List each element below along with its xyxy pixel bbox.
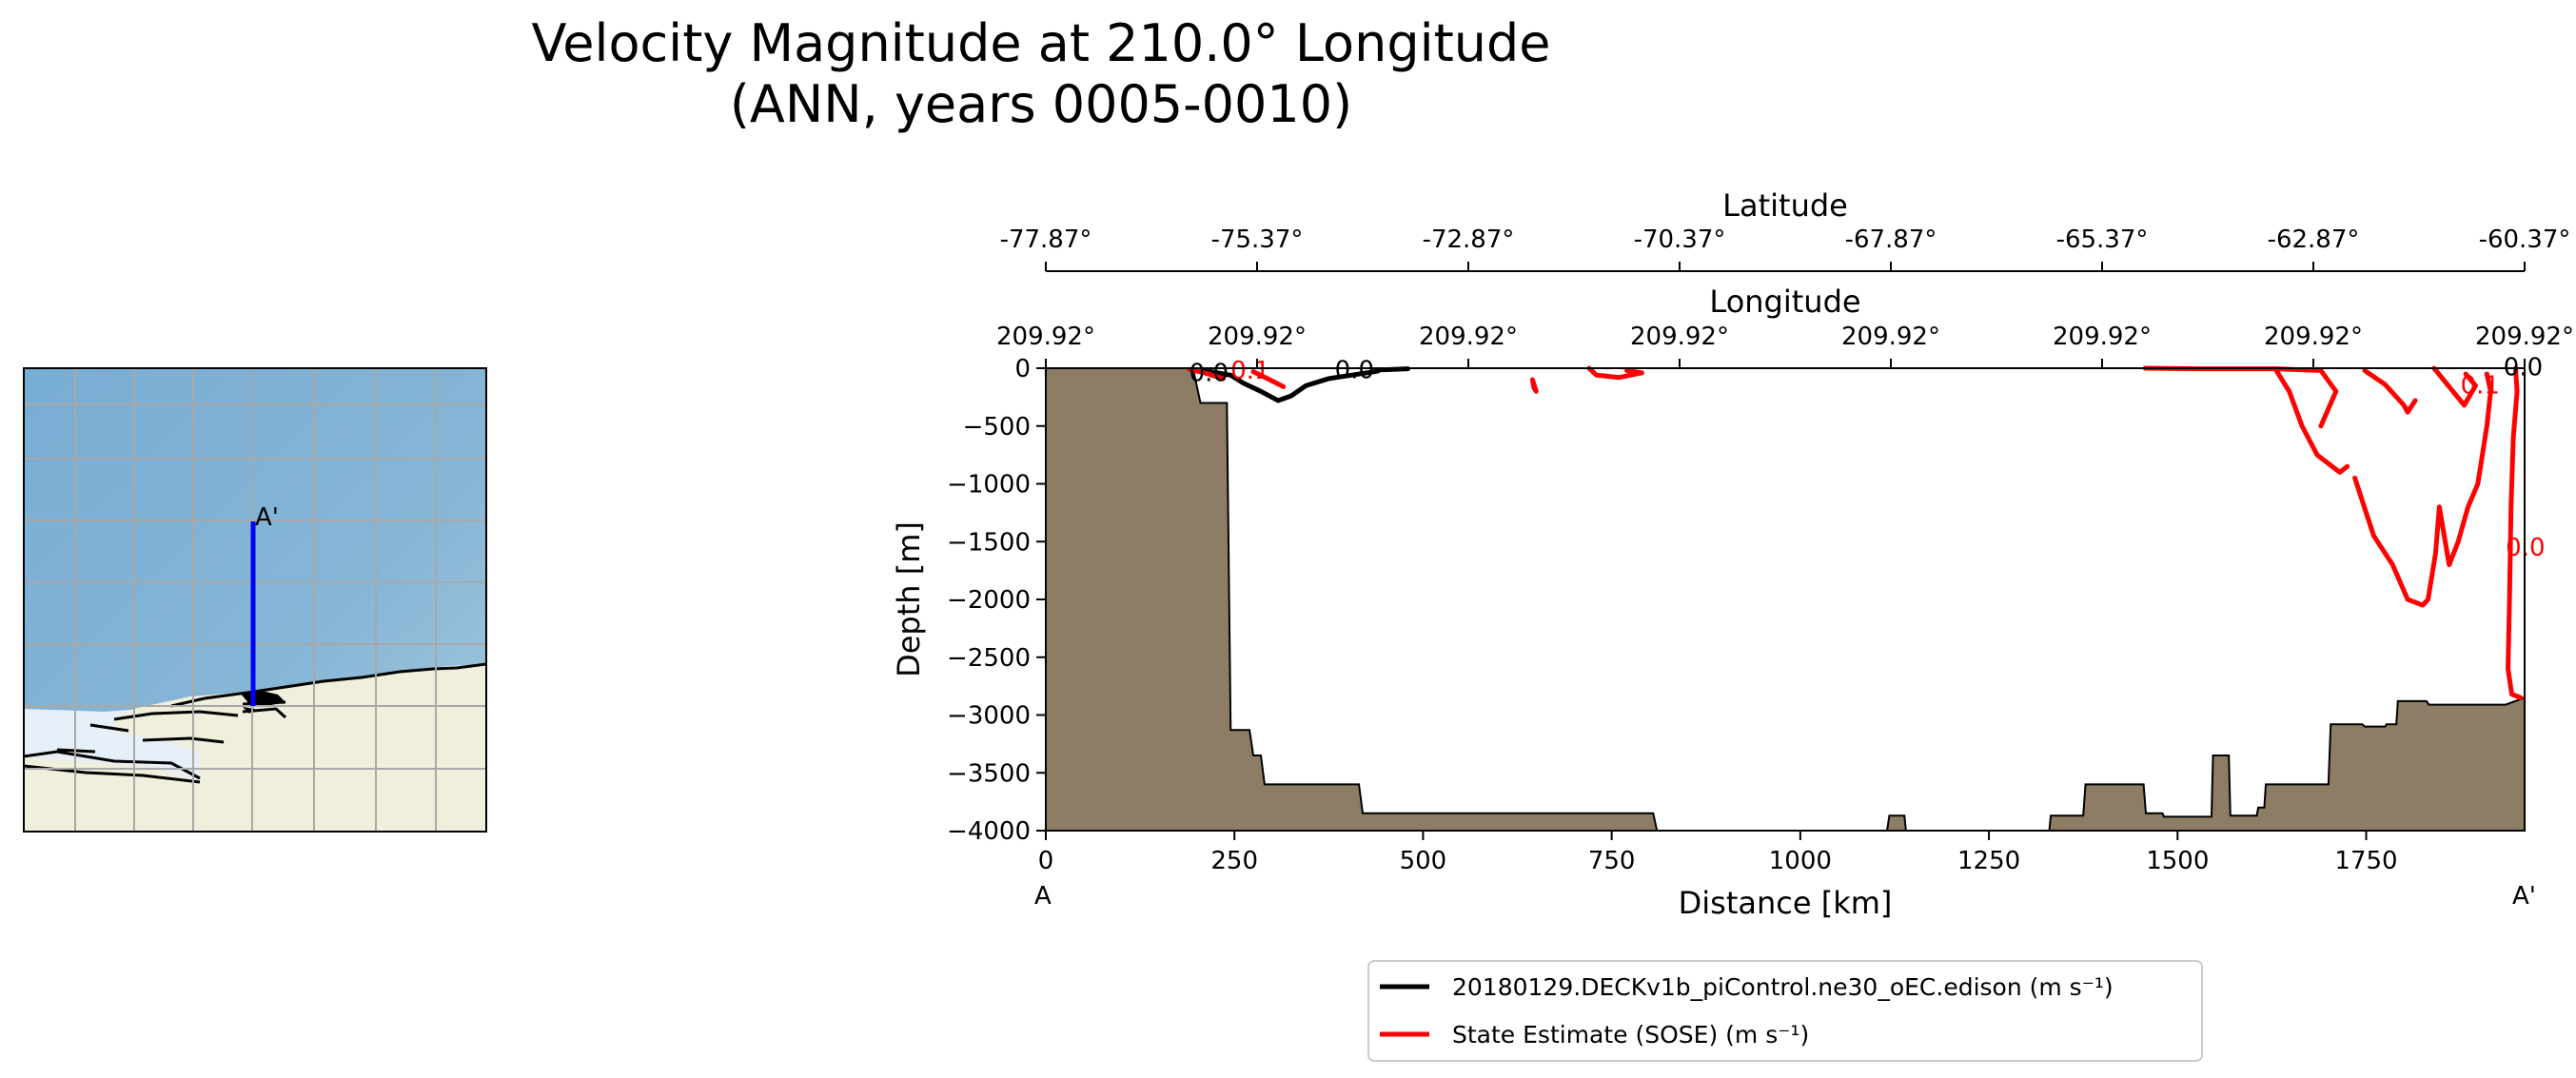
contour-label-0-1: 0.0 bbox=[1335, 356, 1374, 384]
contour-label-0-0: 0.0 bbox=[1190, 359, 1229, 387]
y-tick-label: −2000 bbox=[947, 586, 1031, 615]
y-axis-title: Depth [m] bbox=[891, 521, 927, 677]
y-tick-label: 0 bbox=[1014, 355, 1031, 383]
latitude-tick-label: -72.87° bbox=[1423, 225, 1515, 254]
latitude-axis-title: Latitude bbox=[1722, 187, 1848, 224]
figure-title-line-1: Velocity Magnitude at 210.0° Longitude bbox=[531, 13, 1550, 73]
x-tick-label: 1000 bbox=[1769, 847, 1832, 875]
x-tick-label: 250 bbox=[1210, 847, 1258, 875]
y-tick-label: −3500 bbox=[947, 759, 1031, 788]
longitude-axis-title: Longitude bbox=[1709, 284, 1860, 320]
legend-label-sose: State Estimate (SOSE) (m s⁻¹) bbox=[1452, 1021, 1809, 1049]
longitude-ticks: 209.92° 209.92° 209.92° 209.92° 209.92° 209.9… bbox=[996, 323, 2574, 368]
x-tick-label: 0 bbox=[1038, 847, 1054, 875]
y-tick-label: −500 bbox=[963, 413, 1031, 441]
latitude-tick-label: -70.37° bbox=[1634, 225, 1726, 254]
contour-line-1-1 bbox=[1250, 369, 1287, 389]
longitude-tick-label: 209.92° bbox=[996, 323, 1095, 351]
contour-line-1-5 bbox=[2272, 366, 2350, 475]
x-tick-label: 1500 bbox=[2146, 847, 2209, 875]
latitude-tick-label: -65.37° bbox=[2056, 225, 2149, 254]
map-marker-end: A' bbox=[255, 503, 279, 532]
latitude-ticks: -77.87° -75.37° -72.87° -70.37° -67.87° -65.3… bbox=[1000, 225, 2571, 271]
longitude-tick-label: 209.92° bbox=[2475, 323, 2574, 351]
contour-label-layer: 0.0 0.0 0.00.10.00.1 bbox=[1190, 353, 2546, 562]
longitude-tick-label: 209.92° bbox=[1630, 323, 1729, 351]
plot-background bbox=[1046, 368, 2525, 831]
longitude-tick-label: 209.92° bbox=[2053, 323, 2152, 351]
longitude-tick-label: 209.92° bbox=[1208, 323, 1307, 351]
y-tick-label: −2500 bbox=[947, 644, 1031, 673]
map-frame bbox=[23, 367, 487, 833]
y-tick-label: −1000 bbox=[947, 471, 1031, 500]
x-tick-label: 1750 bbox=[2334, 847, 2397, 875]
section-plot: 0.0 0.0 0.00.10.00.1 bbox=[1045, 353, 2546, 832]
y-tick-label: −3000 bbox=[947, 702, 1031, 731]
x-tick-label: 1250 bbox=[1957, 847, 2020, 875]
legend-label-model: 20180129.DECKv1b_piControl.ne30_oEC.edis… bbox=[1452, 973, 2114, 1001]
map-coastline bbox=[170, 662, 486, 708]
bathymetry-fill bbox=[1045, 367, 2526, 832]
contour-line-0-0 bbox=[1202, 367, 1381, 403]
contour-line-1-8 bbox=[2431, 365, 2478, 408]
y-tick-label: −1500 bbox=[947, 528, 1031, 557]
contour-label-1-2: 0.1 bbox=[2461, 372, 2500, 401]
legend: 20180129.DECKv1b_piControl.ne30_oEC.edis… bbox=[1367, 960, 2203, 1062]
longitude-tick-label: 209.92° bbox=[1419, 323, 1518, 351]
latitude-tick-label: -60.37° bbox=[2479, 225, 2571, 254]
contour-line-1-2 bbox=[1529, 377, 1539, 394]
contour-line-1-9 bbox=[2506, 365, 2524, 700]
y-tick-label: −4000 bbox=[947, 817, 1031, 846]
y-axis-ticks: 0 −500 −1000 −1500 −2000 −2500 −3000 −3500 −4000 bbox=[947, 355, 1046, 846]
x-axis-title: Distance [km] bbox=[1679, 885, 1893, 921]
contour-line-1-7 bbox=[2362, 367, 2418, 415]
map-inset bbox=[24, 368, 486, 832]
transect-start-label: A bbox=[1034, 882, 1052, 911]
contour-line-1-3 bbox=[1586, 365, 1644, 381]
x-tick-label: 500 bbox=[1400, 847, 1447, 875]
longitude-tick-label: 209.92° bbox=[2264, 323, 2363, 351]
x-tick-label: 750 bbox=[1588, 847, 1636, 875]
x-axis-ticks: 0 250 500 750 1000 1250 1500 1750 bbox=[1038, 831, 2398, 875]
contour-line-1-6 bbox=[2352, 371, 2493, 608]
longitude-tick-label: 209.92° bbox=[1841, 323, 1940, 351]
contour-line-1-0 bbox=[1187, 366, 1226, 382]
figure-title-line-2: (ANN, years 0005-0010) bbox=[730, 74, 1352, 134]
latitude-tick-label: -77.87° bbox=[1000, 225, 1092, 254]
latitude-tick-label: -67.87° bbox=[1845, 225, 1937, 254]
legend-frame bbox=[1367, 960, 2203, 1062]
transect-end-label: A' bbox=[2512, 882, 2536, 911]
latitude-tick-label: -75.37° bbox=[1211, 225, 1304, 254]
contour-label-1-0: 0.1 bbox=[1230, 357, 1269, 385]
latitude-tick-label: -62.87° bbox=[2268, 225, 2360, 254]
